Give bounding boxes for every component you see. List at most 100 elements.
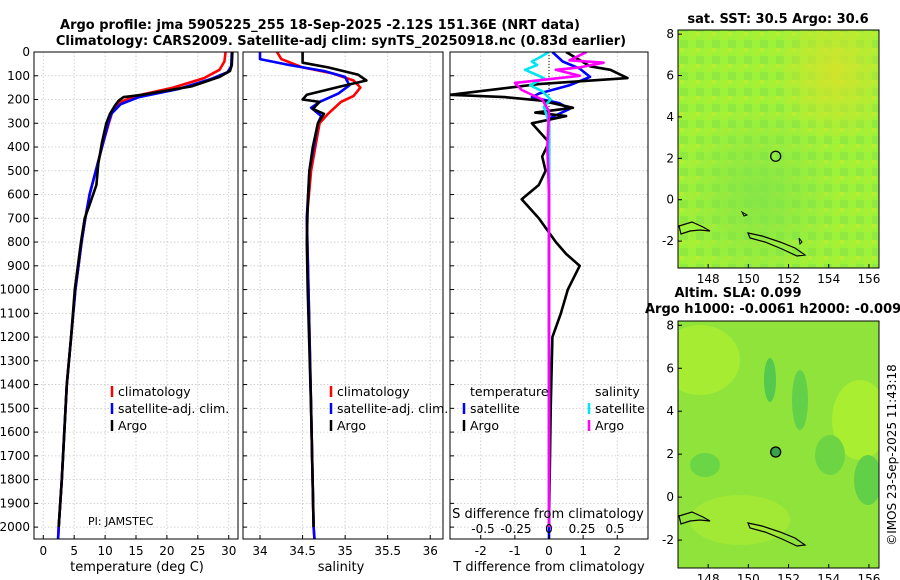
sla-map-frame	[677, 320, 880, 569]
x-tick-label: 1	[579, 544, 587, 558]
x2-tick-label: -0.25	[500, 522, 531, 536]
x-tick-label: 0	[545, 544, 553, 558]
series-red	[56, 52, 227, 539]
coastline-new-britain	[678, 511, 711, 525]
legend-clim-label: climatology	[337, 384, 410, 399]
difference-x-axis: -2 -1 0 1 2 -0.5 -0.25 0 0.25 0.5	[450, 51, 625, 558]
temperature-xlabel: temperature (deg C)	[70, 560, 204, 575]
legend-sat-label: satellite-adj. clim.	[118, 401, 229, 416]
depth-tick-label: 200	[7, 93, 30, 107]
sla-map	[678, 321, 879, 568]
x-tick-label: 34.5	[289, 544, 316, 558]
depth-tick-label: 1400	[0, 378, 30, 392]
depth-tick-label: 1000	[0, 283, 30, 297]
map-x-tick-label: 150	[737, 272, 760, 286]
x-tick-label: 35	[337, 544, 352, 558]
legend-argo-label: Argo	[337, 418, 366, 433]
salinity-grid	[243, 51, 443, 539]
difference-legend: temperature satellite Argo salinity sate…	[462, 384, 645, 433]
x-tick-label: 35.5	[374, 544, 401, 558]
salinity-x-axis: 34 34.5 35 35.5 36	[243, 51, 438, 558]
x2-tick-label: 0.25	[569, 522, 596, 536]
pi-label: PI: JAMSTEC	[88, 515, 154, 528]
depth-tick-label: 300	[7, 116, 30, 130]
series-blue	[258, 52, 351, 539]
map-y-tick-label: 0	[666, 490, 674, 504]
series-magenta	[513, 52, 605, 528]
x-tick-label: 20	[159, 544, 174, 558]
x-tick-label: 34	[252, 544, 267, 558]
sla-blob	[815, 435, 845, 475]
depth-tick-label: 0	[22, 45, 30, 59]
coastline-bougainville	[747, 232, 807, 257]
map-y-tick-label: 4	[666, 110, 674, 124]
x-tick-label: 5	[70, 544, 78, 558]
map-y-tick-label: -2	[662, 533, 674, 547]
legend-sat-label: satellite-adj. clim.	[337, 401, 448, 416]
x-tick-label: 0	[39, 544, 47, 558]
figure-title-line1: Argo profile: jma 5905225_255 18-Sep-202…	[60, 18, 580, 33]
depth-tick-label: 1900	[0, 496, 30, 510]
series-black	[301, 52, 368, 528]
map-x-tick-label: 148	[697, 572, 720, 580]
legend-temperature-heading: temperature	[470, 384, 549, 399]
sla-map-title-line1: Altim. SLA: 0.099	[675, 286, 802, 301]
x-tick-label: 10	[97, 544, 112, 558]
map-y-tick-label: 0	[666, 193, 674, 207]
sst-map-axes: 148 150 152 154 156 -2 0 2 4 6 8	[662, 27, 880, 286]
depth-tick-label: 2000	[0, 520, 30, 534]
sst-map	[678, 30, 879, 268]
salinity-lines	[258, 52, 368, 539]
sla-blob	[764, 358, 776, 402]
depth-tick-label: 500	[7, 164, 30, 178]
map-y-tick-label: -2	[662, 234, 674, 248]
depth-tick-label: 1700	[0, 449, 30, 463]
map-x-tick-label: 154	[817, 272, 840, 286]
map-x-tick-label: 152	[777, 272, 800, 286]
temperature-legend: climatology satellite-adj. clim. Argo	[110, 384, 229, 433]
salinity-panel-frame	[242, 51, 444, 540]
x-tick-label: 2	[613, 544, 621, 558]
sla-blob	[854, 455, 879, 505]
map-x-tick-label: 156	[857, 572, 880, 580]
legend-argo-label: Argo	[118, 418, 147, 433]
depth-tick-label: 1200	[0, 330, 30, 344]
x2-tick-label: -0.5	[471, 522, 494, 536]
depth-tick-label: 400	[7, 140, 30, 154]
difference-xlabel: T difference from climatology	[452, 560, 645, 575]
legend-s-argo-label: Argo	[595, 418, 624, 433]
x-tick-label: -2	[475, 544, 487, 558]
depth-tick-label: 800	[7, 235, 30, 249]
temperature-lines	[56, 52, 234, 539]
coastline-islet	[740, 210, 749, 217]
sst-cool-patch	[678, 30, 879, 268]
legend-salinity-heading: salinity	[595, 384, 640, 399]
coastline-islet	[798, 237, 803, 246]
legend-t-sat-label: satellite	[470, 401, 520, 416]
map-y-tick-label: 8	[666, 318, 674, 332]
sla-blob	[792, 370, 808, 430]
map-x-tick-label: 156	[857, 272, 880, 286]
map-y-tick-label: 6	[666, 69, 674, 83]
map-x-tick-label: 152	[777, 572, 800, 580]
map-x-tick-label: 154	[817, 572, 840, 580]
depth-tick-label: 1100	[0, 306, 30, 320]
map-x-tick-label: 150	[737, 572, 760, 580]
sla-blob	[832, 380, 879, 460]
series-black	[450, 52, 629, 528]
temperature-x-axis: 0 5 10 15 20 25 30	[34, 51, 236, 558]
sla-map-axes: 148 150 152 154 156 -2 0 2 4 6 8	[662, 318, 880, 580]
x-tick-label: 30	[221, 544, 236, 558]
map-x-tick-label: 148	[697, 272, 720, 286]
sla-blob	[678, 325, 740, 395]
salinity-xlabel: salinity	[318, 560, 365, 575]
figure-title-line2: Climatology: CARS2009. Satellite-adj cli…	[56, 34, 626, 49]
map-y-tick-label: 8	[666, 27, 674, 41]
depth-tick-label: 1600	[0, 425, 30, 439]
difference-lines	[450, 52, 629, 539]
sst-map-frame	[677, 29, 880, 269]
legend-t-argo-label: Argo	[470, 418, 499, 433]
x-tick-label: 36	[423, 544, 438, 558]
legend-s-sat-label: satellite	[595, 401, 645, 416]
